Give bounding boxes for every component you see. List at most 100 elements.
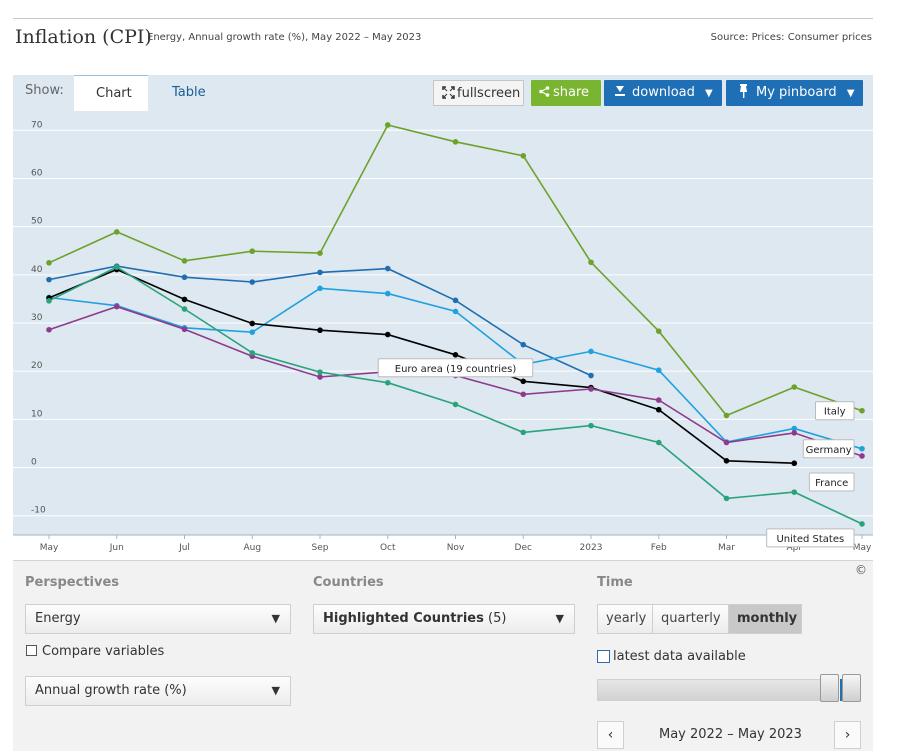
- download-button[interactable]: download ▼: [604, 80, 722, 106]
- x-tick-label: Aug: [243, 543, 261, 553]
- data-point: [46, 298, 52, 304]
- period-prev-button[interactable]: ‹: [597, 721, 624, 749]
- series-annotation: Euro area (19 countries): [395, 364, 517, 375]
- line-chart: -10 0 10 20 30 40 50 60 70 May Jun Jul Aug Sep Oct Nov D…: [13, 111, 873, 553]
- variable-select[interactable]: Energy ▼: [25, 604, 291, 634]
- series-annotation: France: [815, 478, 848, 489]
- data-point: [655, 439, 662, 446]
- series-annotation-box: [815, 401, 855, 421]
- chevron-down-icon: ▼: [271, 684, 280, 697]
- pinboard-button[interactable]: My pinboard ▼: [726, 80, 863, 106]
- source-note: Source: Prices: Consumer prices: [710, 32, 872, 43]
- y-tick-label: 50: [31, 217, 43, 227]
- compare-variables-checkbox[interactable]: [26, 645, 37, 656]
- data-point: [317, 285, 323, 292]
- data-point: [317, 327, 323, 334]
- page-title: Inflation (CPI): [15, 26, 152, 48]
- y-tick-label: 40: [31, 265, 43, 275]
- time-quarterly-button[interactable]: quarterly: [652, 604, 729, 634]
- x-tick-label: Jun: [109, 543, 124, 553]
- data-point: [791, 489, 798, 495]
- x-tick-label: Dec: [515, 543, 532, 553]
- series-annotation: Germany: [806, 445, 852, 456]
- data-point: [452, 308, 459, 315]
- series-annotation-box: [808, 472, 855, 492]
- data-point: [859, 407, 865, 414]
- time-slider-end-handle[interactable]: [842, 674, 861, 702]
- x-tick-label: Jul: [178, 543, 190, 553]
- chevron-down-icon: ▼: [271, 612, 280, 625]
- x-tick-label: May: [853, 543, 872, 553]
- data-point: [317, 269, 323, 276]
- chevron-down-icon: ▼: [705, 88, 713, 99]
- copyright-mark: ©: [855, 563, 867, 577]
- measure-select[interactable]: Annual growth rate (%) ▼: [25, 676, 291, 706]
- countries-value: Highlighted Countries: [323, 611, 484, 626]
- share-label: share: [553, 85, 590, 100]
- data-point: [655, 328, 662, 334]
- x-tick-label: Mar: [718, 543, 735, 553]
- period-next-button[interactable]: ›: [834, 721, 861, 749]
- latest-data-checkbox[interactable]: [597, 650, 610, 663]
- time-monthly-button[interactable]: monthly: [728, 604, 802, 634]
- fullscreen-button[interactable]: fullscreen: [433, 80, 524, 106]
- series-annotation-box: [766, 528, 855, 548]
- latest-data-label: latest data available: [613, 649, 746, 664]
- tab-table[interactable]: Table: [172, 85, 206, 100]
- data-point: [384, 122, 391, 128]
- pin-icon: [740, 84, 747, 98]
- data-point: [181, 274, 188, 281]
- data-point: [588, 259, 594, 266]
- tab-chart[interactable]: Chart: [74, 75, 148, 111]
- x-tick-label: Feb: [651, 543, 667, 553]
- data-point: [791, 430, 798, 436]
- data-point: [249, 329, 256, 335]
- data-point: [249, 279, 256, 285]
- data-point: [588, 348, 594, 355]
- countries-heading: Countries: [313, 575, 384, 590]
- data-point: [723, 412, 730, 419]
- controls-panel: © Perspectives Energy ▼ Compare variable…: [13, 560, 873, 751]
- data-point: [520, 378, 527, 385]
- chart-subtitle: Energy, Annual growth rate (%), May 2022…: [147, 32, 422, 43]
- series-annotation: United States: [776, 534, 844, 545]
- series-annotation-box: [377, 358, 534, 378]
- series-annotation-box: [802, 439, 855, 459]
- data-point: [588, 386, 594, 392]
- data-point: [249, 320, 256, 327]
- data-point: [859, 453, 865, 459]
- variable-value: Energy: [35, 611, 81, 626]
- time-slider-start-handle[interactable]: [820, 674, 839, 702]
- data-point: [520, 153, 527, 159]
- time-slider-track[interactable]: [597, 679, 835, 701]
- chevron-down-icon: ▼: [555, 612, 564, 625]
- data-point: [181, 306, 188, 312]
- data-point: [520, 429, 527, 436]
- data-point: [452, 401, 459, 408]
- data-point: [791, 384, 798, 390]
- data-point: [655, 367, 662, 374]
- data-point: [452, 139, 459, 145]
- data-point: [723, 439, 730, 446]
- data-point: [520, 391, 527, 398]
- data-point: [317, 369, 323, 375]
- data-point: [791, 425, 798, 432]
- period-label: May 2022 – May 2023: [659, 727, 802, 742]
- time-yearly-button[interactable]: yearly: [597, 604, 653, 634]
- y-tick-label: 20: [31, 361, 43, 371]
- fullscreen-label: fullscreen: [457, 86, 521, 101]
- data-point: [317, 250, 323, 256]
- share-button[interactable]: share: [531, 80, 601, 106]
- data-point: [588, 422, 594, 429]
- data-point: [655, 406, 662, 413]
- compare-variables-label: Compare variables: [42, 644, 165, 659]
- countries-select[interactable]: Highlighted Countries (5) ▼: [313, 604, 575, 634]
- y-tick-label: 60: [31, 168, 43, 178]
- data-point: [723, 495, 730, 502]
- time-heading: Time: [597, 575, 633, 590]
- y-tick-label: -10: [31, 506, 46, 516]
- perspectives-heading: Perspectives: [25, 575, 120, 590]
- download-icon: [615, 86, 625, 96]
- chart-toolbar: Show: Chart Table fullscreen share downl…: [13, 75, 873, 111]
- data-point: [452, 352, 459, 358]
